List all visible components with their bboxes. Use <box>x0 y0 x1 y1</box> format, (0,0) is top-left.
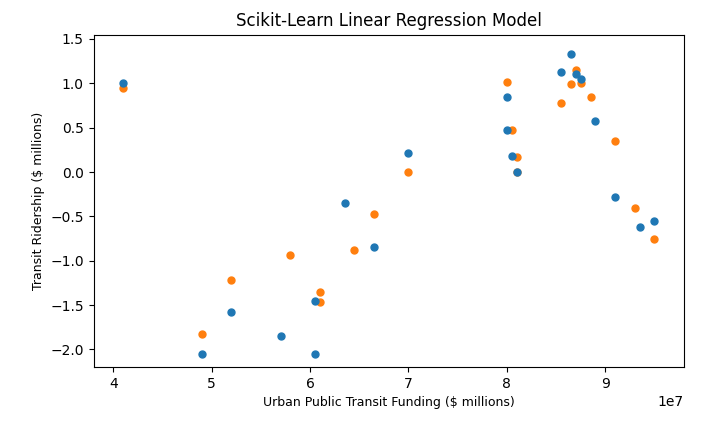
Point <box>511 153 523 160</box>
Point <box>310 350 321 357</box>
Point <box>570 67 582 73</box>
Point <box>506 152 518 159</box>
Point <box>609 194 621 200</box>
Point <box>555 68 567 75</box>
Point <box>284 251 296 258</box>
Point <box>575 76 587 83</box>
Point <box>196 331 207 338</box>
Point <box>649 217 660 224</box>
Point <box>575 80 587 87</box>
Point <box>348 247 360 254</box>
Point <box>555 99 567 106</box>
Point <box>314 288 325 295</box>
Point <box>501 127 513 134</box>
Point <box>402 149 414 156</box>
Point <box>590 118 601 125</box>
Point <box>570 71 582 78</box>
Point <box>402 168 414 175</box>
Point <box>511 168 523 175</box>
X-axis label: Urban Public Transit Funding ($ millions): Urban Public Transit Funding ($ millions… <box>263 397 515 410</box>
Point <box>629 204 641 211</box>
Point <box>634 224 646 231</box>
Point <box>117 80 129 87</box>
Point <box>511 168 523 175</box>
Point <box>275 333 287 340</box>
Point <box>117 84 129 91</box>
Point <box>369 210 380 217</box>
Point <box>609 137 621 144</box>
Point <box>196 350 207 357</box>
Point <box>565 81 577 88</box>
Point <box>369 244 380 251</box>
Point <box>501 79 513 86</box>
Point <box>314 299 325 306</box>
Point <box>310 297 321 304</box>
Point <box>225 309 237 316</box>
Y-axis label: Transit Ridership ($ millions): Transit Ridership ($ millions) <box>32 112 45 290</box>
Point <box>501 93 513 100</box>
Point <box>585 93 596 100</box>
Point <box>339 200 351 206</box>
Point <box>649 235 660 242</box>
Point <box>225 277 237 284</box>
Point <box>506 127 518 134</box>
Title: Scikit-Learn Linear Regression Model: Scikit-Learn Linear Regression Model <box>236 12 541 30</box>
Point <box>565 51 577 57</box>
